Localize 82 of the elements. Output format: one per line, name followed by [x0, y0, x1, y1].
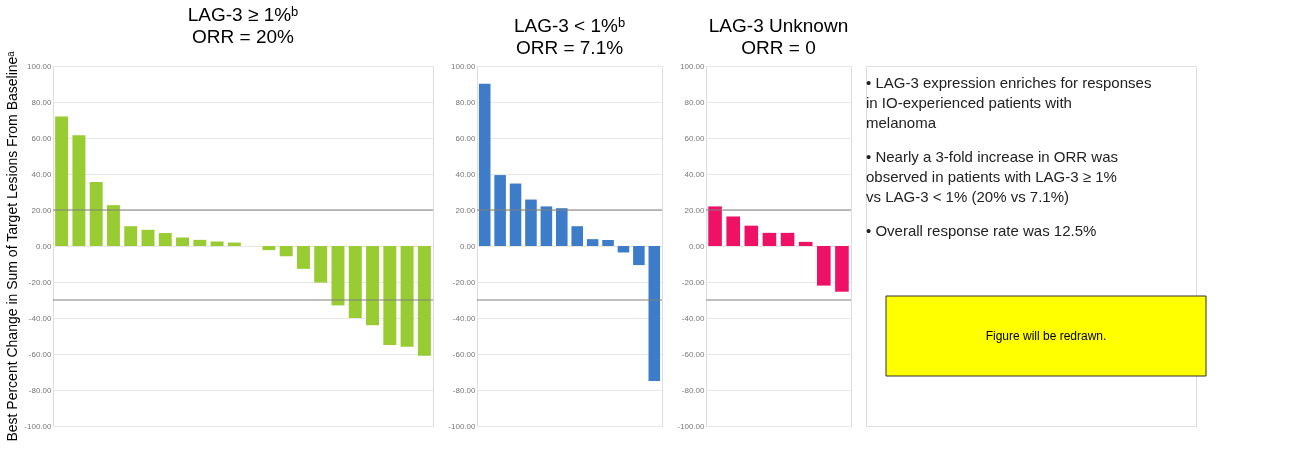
y-tick-label: 80.00: [31, 97, 53, 107]
y-tick-label: -20.00: [681, 277, 706, 287]
chart-subtitle: ORR = 20%: [192, 25, 295, 47]
y-tick-label: 100.00: [27, 61, 53, 71]
text: • LAG-3 expression enriches for responses in IO-experienced patients with melanoma: [866, 74, 1152, 131]
y-tick-label: 40.00: [31, 169, 53, 179]
bar: [633, 246, 645, 266]
y-tick-label: -80.00: [28, 385, 53, 395]
bar: [798, 241, 813, 246]
bar: [835, 246, 849, 292]
text: • Overall response rate was 12.5%: [866, 222, 1097, 239]
bar: [279, 246, 293, 257]
chart-subtitle: ORR = 7.1%: [515, 37, 624, 58]
y-tick-label: 0.00: [35, 241, 53, 251]
bar: [141, 229, 155, 246]
bar: [210, 241, 224, 246]
bar: [366, 246, 380, 326]
y-tick-label: 80.00: [684, 97, 706, 107]
y-tick-label: -80.00: [452, 385, 477, 395]
bar: [348, 246, 362, 318]
y-tick-label: 20.00: [31, 205, 53, 215]
bar: [55, 116, 69, 246]
bar: [478, 83, 491, 246]
text: • Nearly a 3-fold increase in ORR was observed in patients with LAG-3 ≥ 1% vs LAG-3 < 1% (20% vs 7.1%): [866, 148, 1119, 205]
y-tick-label: -40.00: [28, 313, 53, 323]
y-tick-label: -40.00: [681, 313, 706, 323]
chart-title: LAG-3 Unknown: [708, 15, 849, 36]
y-tick-label: -40.00: [452, 313, 477, 323]
bar: [494, 175, 506, 246]
y-tick-label: 100.00: [451, 61, 477, 71]
y-tick-label: 100.00: [680, 61, 706, 71]
bar: [193, 239, 207, 246]
bar: [540, 206, 553, 246]
bar: [262, 246, 276, 251]
y-tick-label: 60.00: [455, 133, 477, 143]
bar: [89, 181, 103, 246]
chart-title: LAG-3 < 1%ᵇ: [513, 15, 626, 36]
y-tick-label: 20.00: [455, 205, 477, 215]
bar: [124, 226, 138, 246]
y-tick-label: -100.00: [24, 421, 53, 431]
bar: [726, 216, 740, 246]
bar: [106, 205, 120, 246]
y-tick-label: 0.00: [459, 241, 477, 251]
bar: [158, 233, 172, 246]
y-tick-label: 20.00: [684, 205, 706, 215]
y-tick-label: 40.00: [455, 169, 477, 179]
y-tick-label: 60.00: [31, 133, 53, 143]
bar: [400, 246, 414, 347]
y-tick-label: -100.00: [677, 421, 706, 431]
y-tick-label: 0.00: [688, 241, 706, 251]
y-tick-label: -60.00: [28, 349, 53, 359]
bar: [417, 246, 431, 356]
bar: [72, 135, 86, 246]
bar: [571, 226, 583, 246]
bar: [648, 246, 661, 381]
bar: [176, 237, 190, 246]
bar: [509, 183, 522, 246]
bar: [314, 246, 328, 283]
y-tick-label: 80.00: [455, 97, 477, 107]
bar: [525, 199, 537, 246]
y-tick-label: -60.00: [452, 349, 477, 359]
y-tick-label: -60.00: [681, 349, 706, 359]
bar: [744, 225, 759, 246]
bar: [780, 232, 795, 246]
bar: [817, 246, 831, 286]
y-tick-label: -80.00: [681, 385, 706, 395]
y-tick-label: 60.00: [684, 133, 706, 143]
chart-subtitle: ORR = 0: [741, 37, 816, 58]
chart-title: LAG-3 ≥ 1%ᵇ: [187, 3, 299, 25]
bar: [383, 246, 397, 345]
y-tick-label: -20.00: [28, 277, 53, 287]
bar: [602, 239, 614, 246]
y-axis-title: Best Percent Change in Sum of Target Lesions From Baselineᵃ: [4, 50, 21, 442]
bar: [762, 232, 777, 246]
text: Figure will be redrawn.: [985, 329, 1107, 343]
bar: [296, 246, 310, 269]
y-tick-label: -20.00: [452, 277, 477, 287]
bar: [586, 239, 599, 246]
y-tick-label: -100.00: [448, 421, 477, 431]
bar: [708, 206, 722, 246]
y-tick-label: 40.00: [684, 169, 706, 179]
bar: [556, 208, 568, 246]
